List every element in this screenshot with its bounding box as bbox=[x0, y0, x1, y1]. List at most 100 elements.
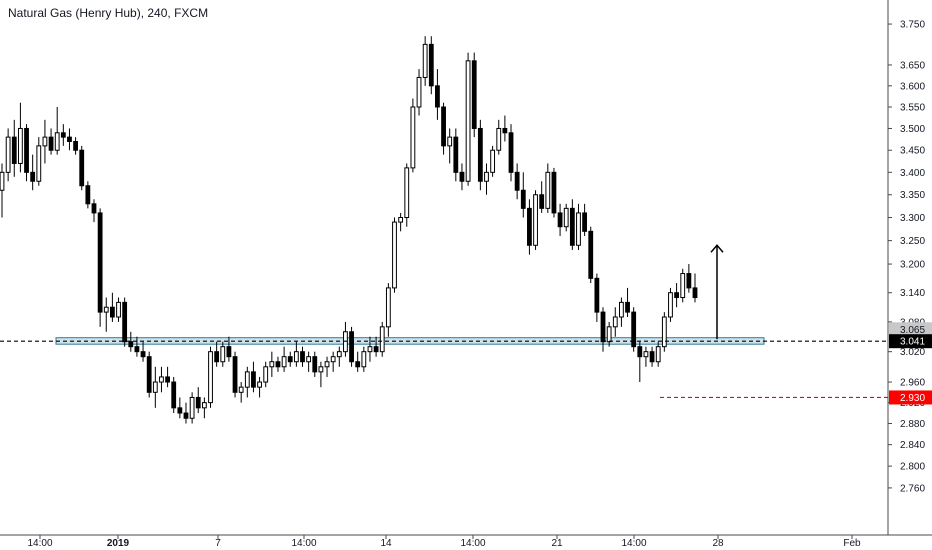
target-price-badge-bg bbox=[889, 390, 932, 405]
candle-body-up bbox=[116, 301, 121, 318]
candle-body-down bbox=[85, 185, 91, 205]
candle bbox=[336, 346, 342, 367]
candle bbox=[103, 297, 109, 332]
candle-body-up bbox=[422, 43, 428, 78]
candle bbox=[563, 203, 569, 232]
candle-body-down bbox=[435, 85, 440, 108]
candle bbox=[612, 307, 618, 337]
candle-body-up bbox=[379, 326, 385, 353]
candle-body-down bbox=[441, 106, 446, 147]
candle-body-down bbox=[171, 381, 177, 409]
candle-body-down bbox=[582, 212, 588, 232]
overlays bbox=[0, 244, 888, 399]
candle-body-down bbox=[569, 207, 575, 246]
candle bbox=[447, 128, 453, 164]
candle-body-up bbox=[465, 60, 471, 182]
candle-body-up bbox=[238, 386, 244, 393]
price-tick-label: 2.840 bbox=[900, 440, 925, 451]
candle-body-down bbox=[60, 132, 66, 138]
candle-body-down bbox=[471, 60, 477, 129]
candle bbox=[79, 145, 85, 191]
candle bbox=[97, 208, 103, 327]
candle-body-down bbox=[109, 306, 115, 318]
price-tick-label: 3.250 bbox=[900, 236, 925, 247]
candle bbox=[36, 137, 42, 186]
candle bbox=[661, 312, 667, 352]
candle-body-up bbox=[361, 351, 367, 368]
candle-body-up bbox=[269, 361, 275, 368]
candle bbox=[422, 36, 428, 86]
candle-body-down bbox=[251, 371, 256, 388]
candle-body-down bbox=[514, 171, 520, 191]
candle bbox=[269, 351, 275, 377]
candle-body-up bbox=[661, 316, 667, 348]
candle-body-down bbox=[30, 171, 36, 182]
candle bbox=[385, 283, 391, 337]
candle-body-down bbox=[539, 194, 545, 209]
target-price-badge-label: 2.930 bbox=[900, 393, 925, 404]
candle bbox=[428, 36, 434, 95]
candle bbox=[0, 163, 5, 218]
candle bbox=[619, 297, 624, 327]
candle-body-up bbox=[385, 287, 391, 328]
candle bbox=[146, 351, 152, 398]
price-tick-label: 3.600 bbox=[900, 81, 925, 92]
candle-body-down bbox=[122, 301, 128, 343]
candle bbox=[502, 115, 508, 142]
candle-body-down bbox=[625, 301, 630, 313]
price-tick-label: 3.650 bbox=[900, 60, 925, 71]
candle-body-up bbox=[367, 346, 373, 353]
candle-body-up bbox=[330, 356, 336, 363]
candle bbox=[109, 292, 115, 322]
current-price-badge-bg bbox=[889, 334, 932, 349]
candle bbox=[54, 106, 60, 155]
candle bbox=[557, 203, 563, 236]
candle-body-up bbox=[244, 371, 250, 388]
candle bbox=[668, 287, 673, 322]
candle bbox=[171, 376, 177, 414]
candle-body-up bbox=[103, 306, 109, 313]
candle-body-down bbox=[165, 376, 170, 383]
candle bbox=[496, 119, 502, 155]
candle bbox=[189, 392, 195, 424]
candle bbox=[490, 145, 496, 177]
candle bbox=[527, 199, 532, 255]
candle-body-down bbox=[134, 346, 140, 353]
candle bbox=[263, 361, 269, 388]
candle bbox=[551, 167, 557, 218]
gray-price-badge-bg bbox=[889, 322, 932, 337]
price-tick-label: 2.800 bbox=[900, 462, 925, 473]
candle-body-down bbox=[140, 351, 146, 358]
candle bbox=[159, 366, 164, 393]
candle bbox=[459, 163, 465, 191]
candle bbox=[140, 341, 146, 362]
candle bbox=[5, 128, 11, 182]
candle-body-down bbox=[275, 361, 281, 368]
candle-body-up bbox=[17, 127, 23, 164]
candle bbox=[435, 69, 440, 120]
candle-body-up bbox=[398, 217, 404, 223]
candle-body-up bbox=[619, 301, 624, 318]
candle-body-down bbox=[355, 361, 361, 368]
candle-body-up bbox=[208, 351, 213, 404]
candle-body-up bbox=[643, 351, 649, 358]
candle bbox=[177, 397, 183, 419]
candle-body-up bbox=[5, 136, 11, 173]
candle-body-up bbox=[655, 346, 661, 363]
time-axis[interactable]: 14:00 2019 7 14:00 14 14:00 21 14:00 28 Feb bbox=[27, 535, 861, 549]
candle-body-down bbox=[312, 356, 318, 373]
candle-body-down bbox=[91, 203, 97, 214]
time-tick-label: 14 bbox=[380, 538, 392, 549]
candle-body-down bbox=[520, 189, 526, 209]
candle-body-down bbox=[508, 132, 514, 173]
candle-body-up bbox=[201, 402, 207, 409]
candle bbox=[392, 217, 397, 293]
time-tick-label: 28 bbox=[712, 538, 724, 549]
candle-body-down bbox=[649, 351, 655, 363]
price-axis[interactable]: 3.750 3.650 3.600 3.550 3.500 3.450 3.400 3.350… bbox=[888, 20, 925, 495]
candle bbox=[220, 341, 226, 367]
candle-body-up bbox=[159, 376, 164, 383]
candle bbox=[73, 137, 78, 155]
candle bbox=[287, 351, 293, 367]
